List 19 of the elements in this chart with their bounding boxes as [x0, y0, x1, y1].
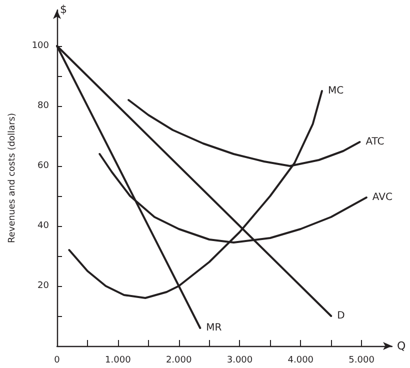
x-tick-label: 3.000: [226, 356, 253, 366]
y-tick-label: 60: [38, 161, 50, 171]
series-label: MR: [206, 322, 222, 334]
x-tick-label: 5.000: [348, 356, 375, 366]
y-tick-label: 40: [38, 221, 50, 231]
x-tick-label: 1.000: [105, 356, 132, 366]
x-tick-label: 0: [54, 356, 60, 366]
series-label: MC: [328, 86, 344, 96]
series-label: AVC: [372, 192, 392, 203]
series-label: D: [337, 310, 346, 322]
x-tick-label: 4.000: [288, 356, 314, 366]
y-tick-label: 100: [32, 41, 50, 51]
annotation: $: [60, 3, 67, 16]
y-tick-label: 20: [38, 281, 50, 291]
y-tick-label: 80: [38, 101, 50, 111]
series-label: ATC: [366, 136, 384, 148]
x-tick-label: 2.000: [166, 356, 192, 366]
y-axis-title: Revenues and costs (dollars): [8, 113, 18, 243]
x-axis-title: Q: [397, 340, 406, 352]
